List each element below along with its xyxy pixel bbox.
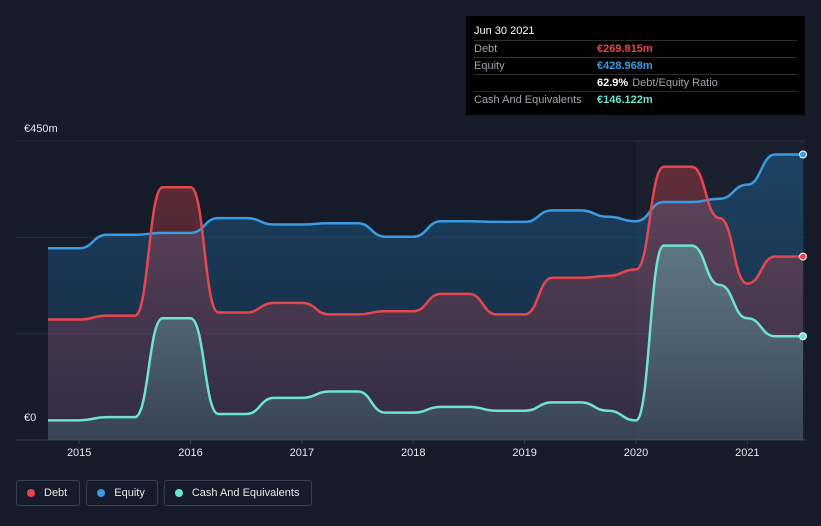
y-tick-label-0: €450m <box>24 123 58 135</box>
legend-label-equity: Equity <box>114 487 145 499</box>
cash-and-equivalents-line <box>47 244 803 422</box>
tooltip-row-debt: Debt €269.815m <box>474 41 797 58</box>
series-areas <box>48 154 803 440</box>
tooltip-ratio-spacer <box>474 75 597 91</box>
tooltip-debt-label: Debt <box>474 43 498 55</box>
x-tick-label-0: 2015 <box>67 447 91 459</box>
x-tick-label-4: 2019 <box>512 447 536 459</box>
tooltip-row-ratio: 62.9% Debt/Equity Ratio <box>474 75 797 92</box>
tooltip-ratio-value: 62.9% <box>597 77 629 89</box>
tooltip-panel: Jun 30 2021 Debt €269.815m Equity €428.9… <box>466 16 805 115</box>
x-tick-label-1: 2016 <box>178 447 202 459</box>
x-axis-labels: 2015 2016 2017 2018 2019 2020 2021 <box>67 440 760 459</box>
debt-legend-dot-icon <box>27 489 35 497</box>
tooltip-debt-value: €269.815m <box>597 43 653 55</box>
tooltip-row-cash: Cash And Equivalents €146.122m <box>474 92 797 108</box>
y-tick-label-1: €0 <box>24 412 36 424</box>
cash-and-equivalents-area <box>48 245 803 440</box>
legend-item-debt[interactable]: Debt <box>16 480 81 506</box>
tooltip-equity-label: Equity <box>474 60 505 72</box>
tooltip-ratio-label: Debt/Equity Ratio <box>632 77 718 89</box>
x-tick-label-2: 2017 <box>290 447 314 459</box>
tooltip-cash-value: €146.122m <box>597 94 653 106</box>
equity-end-point <box>799 150 807 159</box>
x-tick-label-3: 2018 <box>401 447 425 459</box>
chart-legend: Debt Equity Cash And Equivalents <box>16 480 313 506</box>
debt-area <box>48 166 803 440</box>
tooltip-date: Jun 30 2021 <box>474 23 797 41</box>
equity-line <box>47 153 803 250</box>
legend-item-cash[interactable]: Cash And Equivalents <box>163 480 313 506</box>
debt-line <box>48 165 803 321</box>
tooltip-cash-label: Cash And Equivalents <box>474 94 582 106</box>
tooltip-row-equity: Equity €428.968m <box>474 58 797 75</box>
x-tick-label-6: 2021 <box>735 447 759 459</box>
equity-legend-dot-icon <box>97 489 106 497</box>
tooltip-equity-value: €428.968m <box>597 60 653 72</box>
legend-label-debt: Debt <box>44 487 68 499</box>
x-tick-label-5: 2020 <box>624 447 648 459</box>
y-axis-labels: €450m €0 <box>24 123 58 424</box>
legend-item-equity[interactable]: Equity <box>86 480 158 506</box>
series-end-markers <box>799 150 807 341</box>
series-lines <box>47 153 803 422</box>
debt-end-point <box>799 252 807 261</box>
cash-and-equivalents-end-point <box>799 332 807 341</box>
legend-label-cash: Cash And Equivalents <box>191 487 300 499</box>
cash-legend-dot-icon <box>174 489 183 497</box>
